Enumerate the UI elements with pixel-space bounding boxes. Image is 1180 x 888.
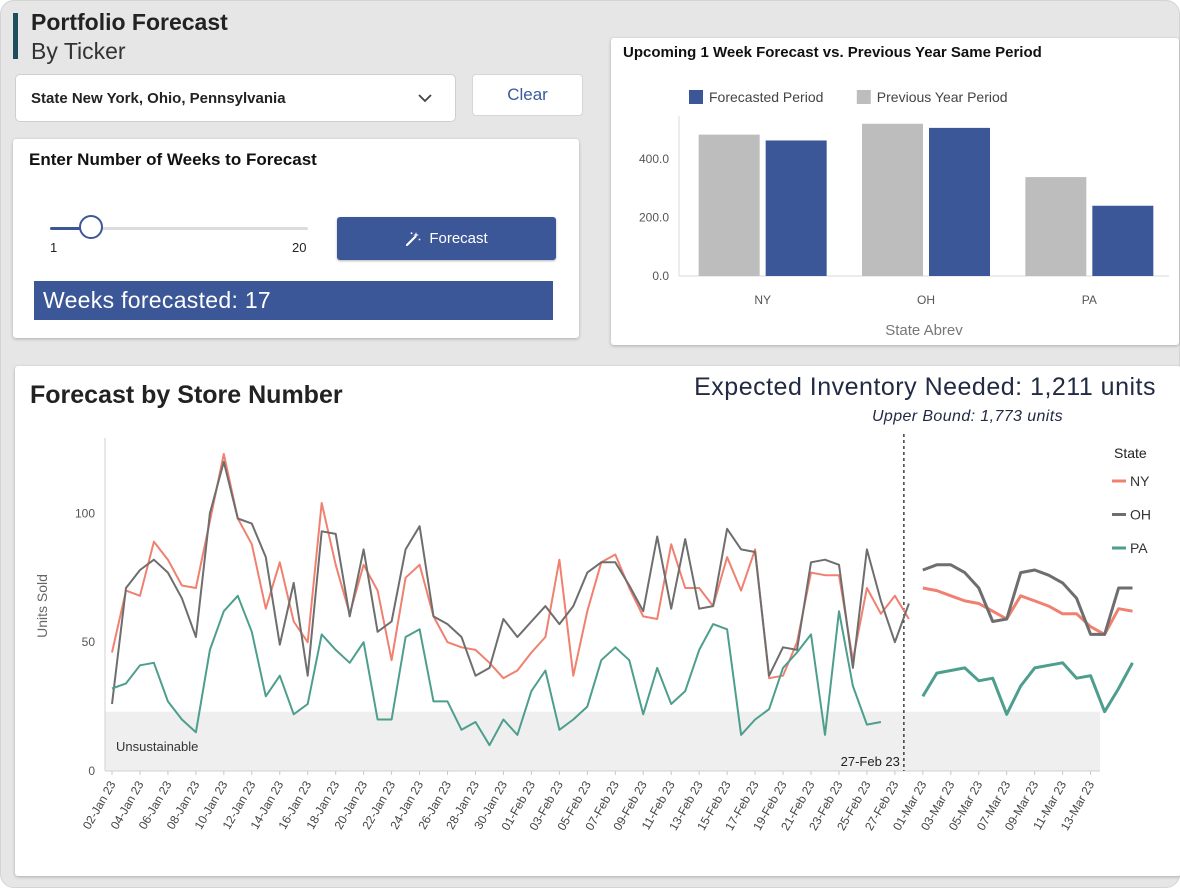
bar-chart-card: Forecasted Period Previous Year Period 0.0… [611, 38, 1179, 345]
forecast-button[interactable]: Forecast [337, 217, 556, 260]
y-tick-label: 100 [75, 506, 95, 520]
bar-chart: Forecasted Period Previous Year Period 0.0… [639, 89, 1169, 339]
chevron-down-icon [418, 94, 432, 103]
bar-forecasted [765, 140, 827, 276]
page-subtitle: By Ticker [31, 38, 126, 64]
legend-title: State [1114, 445, 1147, 461]
forecast-chart-card: Unsustainable 0 50 100 Units Sold 02-Jan 23 04… [15, 366, 1180, 876]
title-accent-bar [13, 13, 18, 59]
series-oh-forecast-line [922, 563, 1133, 636]
series-ny-forecast-line [922, 586, 1133, 636]
forecast-chart-title: Forecast by Store Number [30, 381, 343, 409]
legend-label: Previous Year Period [877, 89, 1008, 105]
bar-previous-year [1025, 177, 1087, 276]
weeks-card-title: Enter Number of Weeks to Forecast [29, 150, 317, 169]
weeks-forecasted-banner: Weeks forecasted: 17 [34, 281, 553, 320]
y-tick-label: 50 [82, 635, 96, 649]
weeks-slider-track[interactable] [50, 227, 308, 230]
y-tick-label: 200.0 [639, 210, 669, 224]
series-pa-forecast-line [921, 661, 1134, 716]
x-tick-label: OH [917, 293, 935, 307]
y-tick-label: 400.0 [639, 152, 669, 166]
forecast-start-label: 27-Feb 23 [841, 754, 900, 769]
x-tick-label: NY [754, 293, 771, 307]
series-oh-history-line [111, 460, 910, 705]
bar-previous-year [698, 134, 760, 276]
unsustainable-label: Unsustainable [116, 739, 198, 754]
legend-swatch [856, 90, 871, 104]
forecast-button-label: Forecast [429, 230, 488, 247]
legend-swatch [689, 90, 703, 104]
weeks-to-forecast-card: Enter Number of Weeks to Forecast 1 20 F… [13, 139, 579, 338]
legend-label-pa: PA [1130, 540, 1148, 556]
weeks-slider-thumb[interactable] [78, 215, 103, 239]
y-tick-label: 0.0 [652, 269, 669, 283]
slider-min-label: 1 [50, 240, 58, 255]
magic-wand-icon [406, 231, 421, 246]
series-ny-history-line [111, 453, 910, 680]
unsustainable-band [105, 711, 1100, 771]
upper-bound-text: Upper Bound: 1,773 units [871, 408, 1063, 425]
bar-chart-title: Upcoming 1 Week Forecast vs. Previous Ye… [623, 44, 1042, 61]
bar-previous-year [862, 123, 923, 276]
legend-label-ny: NY [1130, 473, 1150, 489]
weeks-slider-fill [50, 227, 91, 230]
expected-inventory-text: Expected Inventory Needed: 1,211 units [694, 373, 1156, 401]
series-pa-history-line [111, 594, 882, 747]
bar-forecasted [1092, 205, 1154, 276]
x-axis-title: State Abrev [885, 322, 963, 339]
state-filter-value: State New York, Ohio, Pennsylvania [31, 89, 286, 107]
legend-label: Forecasted Period [709, 89, 823, 105]
x-tick-label: PA [1082, 293, 1097, 307]
clear-button[interactable]: Clear [472, 74, 583, 116]
state-filter-dropdown[interactable]: State New York, Ohio, Pennsylvania [15, 74, 456, 122]
y-axis-title: Units Sold [34, 574, 50, 638]
bar-forecasted [929, 127, 990, 276]
slider-max-label: 20 [292, 240, 307, 255]
page-title: Portfolio Forecast [31, 9, 228, 35]
y-tick-label: 0 [88, 764, 95, 778]
legend-label-oh: OH [1130, 507, 1151, 523]
